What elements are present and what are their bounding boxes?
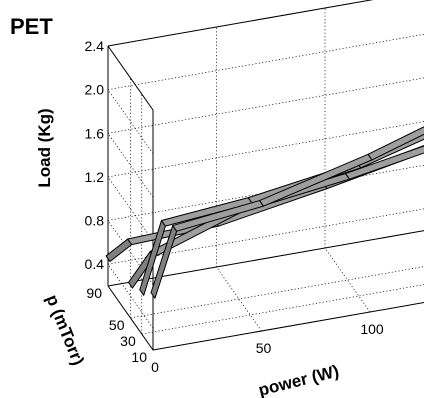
back-wall-gridline bbox=[107, 0, 373, 47]
box-edge bbox=[107, 45, 154, 111]
y-tick-label: 10 bbox=[131, 349, 147, 365]
ribbon-series-p90 bbox=[105, 145, 424, 263]
x-tick-label: 0 bbox=[151, 359, 159, 375]
y-tick-label: 90 bbox=[86, 285, 102, 301]
left-wall-gridline bbox=[107, 89, 154, 154]
floor-gridline-p bbox=[152, 302, 424, 351]
box-edge bbox=[107, 285, 154, 351]
ribbon-segment bbox=[259, 153, 373, 207]
y-axis-label: p (mTorr) bbox=[42, 292, 87, 368]
tick-layer: 0.40.81.21.62.02.405010015020010305090 bbox=[85, 38, 384, 375]
left-wall-gridline bbox=[107, 176, 154, 242]
z-tick-label: 2.0 bbox=[85, 82, 105, 98]
z-tick-label: 1.2 bbox=[85, 169, 105, 185]
ribbon-layer bbox=[105, 126, 424, 299]
chart-title: PET bbox=[10, 14, 53, 39]
left-wall-gridline bbox=[107, 220, 154, 285]
box-edge bbox=[107, 0, 374, 47]
floor-gridline bbox=[324, 247, 371, 313]
x-tick-label: 100 bbox=[360, 321, 384, 337]
floor-gridline-p bbox=[130, 266, 424, 319]
y-tick-label: 50 bbox=[109, 317, 125, 333]
x-axis-label: power (W) bbox=[257, 362, 341, 398]
z-tick-label: 1.6 bbox=[85, 125, 105, 141]
ribbon-segment bbox=[367, 126, 424, 161]
left-wall-gridline bbox=[107, 263, 154, 329]
back-wall-gridline bbox=[107, 33, 424, 90]
y-tick-label: 30 bbox=[120, 333, 136, 349]
ribbon-segment bbox=[105, 238, 133, 263]
z-tick-label: 2.4 bbox=[85, 38, 105, 54]
back-wall-gridline bbox=[107, 77, 424, 134]
ribbon-series-p10 bbox=[150, 126, 424, 299]
ribbon-series-p30 bbox=[139, 131, 424, 296]
z-axis-label: Load (Kg) bbox=[35, 108, 54, 187]
ribbon-segment bbox=[345, 145, 424, 180]
frame-layer bbox=[107, 0, 424, 351]
z-tick-label: 0.8 bbox=[85, 213, 105, 229]
box-edge bbox=[107, 230, 424, 287]
left-wall-gridline bbox=[107, 133, 154, 198]
z-tick-label: 0.4 bbox=[85, 256, 105, 272]
floor-gridline bbox=[216, 266, 262, 332]
x-tick-label: 50 bbox=[256, 340, 272, 356]
box-edge bbox=[152, 302, 424, 351]
